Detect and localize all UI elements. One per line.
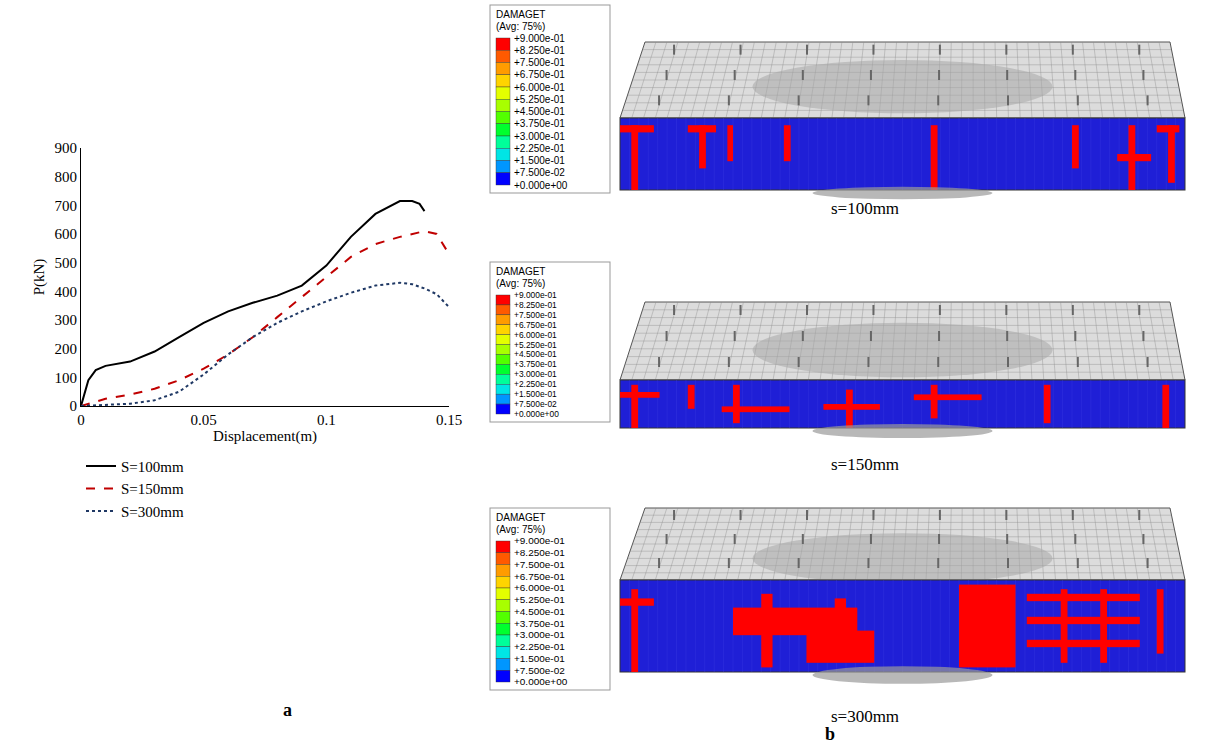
svg-text:+8.250e-01: +8.250e-01 [514,547,565,558]
svg-text:+8.250e-01: +8.250e-01 [514,300,557,310]
svg-text:+7.500e-02: +7.500e-02 [514,665,565,676]
svg-text:600: 600 [55,226,78,242]
svg-text:+1.500e-01: +1.500e-01 [514,389,557,399]
svg-text:DAMAGET: DAMAGET [496,512,545,523]
svg-text:0: 0 [77,412,85,428]
svg-text:s=100mm: s=100mm [831,199,899,218]
svg-text:0.05: 0.05 [191,412,217,428]
svg-text:+3.000e-01: +3.000e-01 [514,131,565,142]
svg-text:+6.750e-01: +6.750e-01 [514,571,565,582]
svg-text:900: 900 [55,140,78,156]
svg-text:300: 300 [55,312,78,328]
svg-text:+6.750e-01: +6.750e-01 [514,69,565,80]
svg-text:+1.500e-01: +1.500e-01 [514,653,565,664]
svg-text:+7.500e-02: +7.500e-02 [514,399,557,409]
svg-text:(Avg: 75%): (Avg: 75%) [496,21,545,32]
svg-text:+4.500e-01: +4.500e-01 [514,606,565,617]
svg-text:+7.500e-01: +7.500e-01 [514,559,565,570]
svg-text:+3.750e-01: +3.750e-01 [514,118,565,129]
svg-text:(Avg: 75%): (Avg: 75%) [496,278,545,289]
svg-text:+1.500e-01: +1.500e-01 [514,155,565,166]
svg-text:0: 0 [70,398,78,414]
svg-text:+9.000e-01: +9.000e-01 [514,535,565,546]
svg-text:+6.000e-01: +6.000e-01 [514,330,557,340]
svg-text:0.15: 0.15 [436,412,462,428]
svg-text:s=150mm: s=150mm [831,455,899,474]
svg-text:b: b [825,724,835,744]
svg-text:+5.250e-01: +5.250e-01 [514,94,565,105]
svg-text:+3.000e-01: +3.000e-01 [514,629,565,640]
svg-text:+6.750e-01: +6.750e-01 [514,320,557,330]
svg-text:+4.500e-01: +4.500e-01 [514,349,557,359]
svg-text:400: 400 [55,284,78,300]
svg-text:S=100mm: S=100mm [121,459,184,475]
svg-text:+0.000e+00: +0.000e+00 [514,180,568,191]
svg-text:S=300mm: S=300mm [121,504,184,520]
svg-text:+6.000e-01: +6.000e-01 [514,582,565,593]
svg-text:+7.500e-01: +7.500e-01 [514,310,557,320]
svg-text:+8.250e-01: +8.250e-01 [514,45,565,56]
svg-text:+4.500e-01: +4.500e-01 [514,106,565,117]
svg-text:+3.750e-01: +3.750e-01 [514,618,565,629]
svg-text:DAMAGET: DAMAGET [496,9,545,20]
svg-text:+9.000e-01: +9.000e-01 [514,33,565,44]
svg-text:+2.250e-01: +2.250e-01 [514,379,557,389]
svg-text:+2.250e-01: +2.250e-01 [514,641,565,652]
svg-text:+9.000e-01: +9.000e-01 [514,290,557,300]
svg-text:P(kN): P(kN) [31,259,48,296]
svg-text:+7.500e-02: +7.500e-02 [514,167,565,178]
svg-text:800: 800 [55,169,78,185]
svg-text:+3.000e-01: +3.000e-01 [514,369,557,379]
svg-text:DAMAGET: DAMAGET [496,266,545,277]
html-text:a: a [283,700,292,720]
svg-text:S=150mm: S=150mm [121,481,184,497]
svg-text:+2.250e-01: +2.250e-01 [514,143,565,154]
svg-text:700: 700 [55,198,78,214]
svg-text:Displacement(m): Displacement(m) [213,428,317,445]
svg-text:+0.000e+00: +0.000e+00 [514,676,568,687]
svg-text:(Avg: 75%): (Avg: 75%) [496,524,545,535]
svg-text:+7.500e-01: +7.500e-01 [514,57,565,68]
svg-text:0.1: 0.1 [317,412,336,428]
svg-text:s=300mm: s=300mm [831,707,899,726]
svg-text:100: 100 [55,370,78,386]
svg-text:500: 500 [55,255,78,271]
svg-text:+5.250e-01: +5.250e-01 [514,594,565,605]
svg-text:+6.000e-01: +6.000e-01 [514,82,565,93]
svg-text:+0.000e+00: +0.000e+00 [514,409,559,419]
svg-text:+3.750e-01: +3.750e-01 [514,359,557,369]
svg-text:200: 200 [55,341,78,357]
svg-text:+5.250e-01: +5.250e-01 [514,340,557,350]
